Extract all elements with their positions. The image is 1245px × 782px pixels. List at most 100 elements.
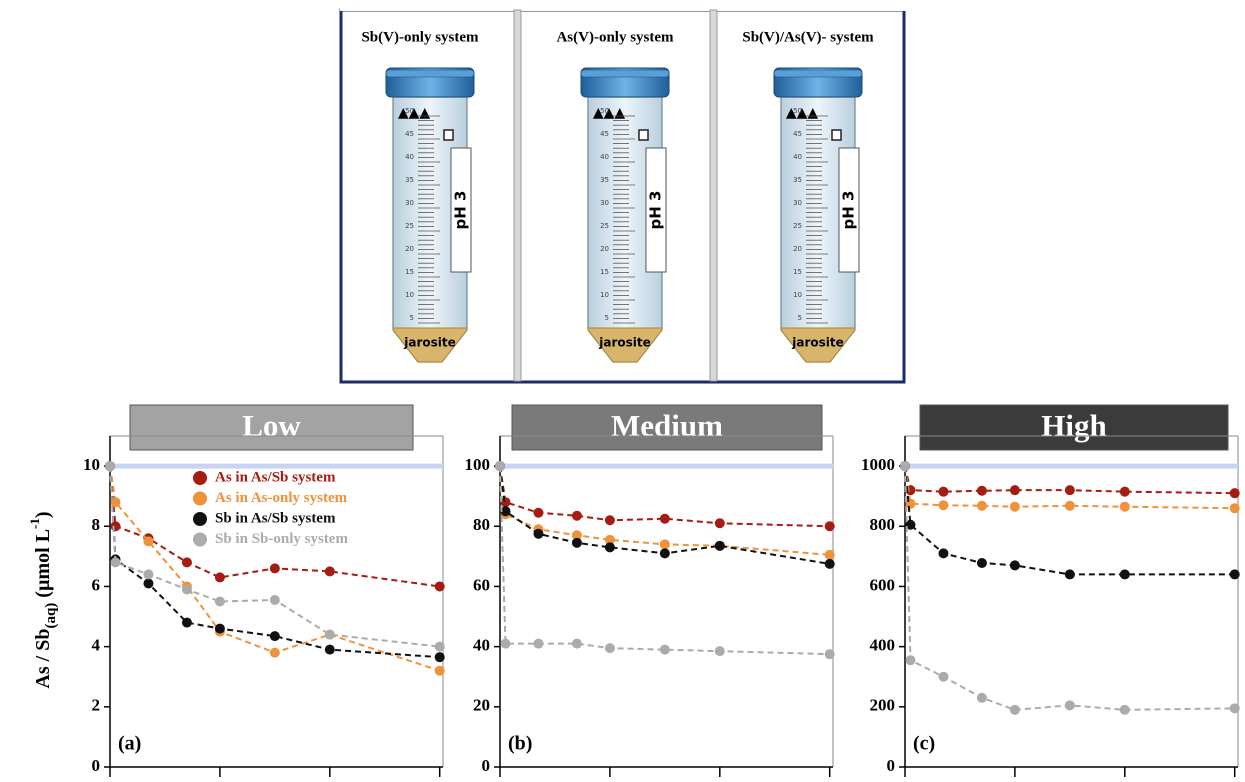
data-point — [1010, 705, 1020, 715]
scale-label: 25 — [600, 222, 609, 230]
scale-label: 40 — [600, 153, 609, 161]
scale-label: 10 — [600, 291, 609, 299]
tube-marker: ▲▲▲ — [398, 105, 431, 121]
tube-marker: ▲▲▲ — [786, 105, 819, 121]
ph-label: pH 3 — [647, 191, 665, 230]
data-point — [1120, 487, 1130, 497]
y-tick-label: 60 — [473, 575, 490, 594]
data-point — [605, 643, 615, 653]
data-point — [977, 693, 987, 703]
data-point — [270, 563, 280, 573]
scale-label: 10 — [793, 291, 802, 299]
data-point — [325, 630, 335, 640]
data-point — [1230, 703, 1240, 713]
data-point — [715, 518, 725, 528]
cap-rim — [386, 70, 474, 77]
tube-square — [639, 130, 648, 140]
scale-label: 50 — [600, 107, 609, 115]
data-point — [110, 521, 120, 531]
data-point — [660, 539, 670, 549]
scale-label: 5 — [410, 314, 414, 322]
data-point — [110, 557, 120, 567]
data-point — [938, 548, 948, 558]
scale-label: 35 — [405, 176, 414, 184]
data-point — [1230, 488, 1240, 498]
scale-label: 15 — [600, 268, 609, 276]
y-tick-label: 0 — [92, 756, 101, 775]
y-tick-label: 400 — [870, 636, 896, 655]
data-point — [270, 648, 280, 658]
system-label: As(V)-only system — [556, 29, 674, 45]
tube-square — [444, 130, 453, 140]
cap-rim — [774, 70, 862, 77]
data-point — [938, 487, 948, 497]
y-tick-label: 10 — [83, 455, 100, 474]
legend-label: Sb in As/Sb system — [215, 510, 336, 526]
tube-marker: ▲▲▲ — [593, 105, 626, 121]
y-label-part: -1 — [27, 518, 42, 529]
data-point — [533, 639, 543, 649]
data-point — [660, 645, 670, 655]
data-point — [533, 508, 543, 518]
y-tick-label: 6 — [92, 575, 101, 594]
data-point — [572, 538, 582, 548]
data-point — [182, 618, 192, 628]
scale-label: 50 — [405, 107, 414, 115]
y-tick-label: 20 — [473, 696, 490, 715]
data-point — [143, 536, 153, 546]
data-point — [1010, 502, 1020, 512]
frame-top-mask — [340, 6, 906, 11]
data-point — [435, 652, 445, 662]
data-point — [715, 646, 725, 656]
data-point — [215, 572, 225, 582]
scale-label: 45 — [405, 130, 414, 138]
y-tick-label: 100 — [465, 455, 491, 474]
data-point — [1065, 485, 1075, 495]
data-point — [715, 541, 725, 551]
scale-label: 25 — [405, 222, 414, 230]
y-tick-label: 800 — [870, 515, 896, 534]
data-point — [1065, 569, 1075, 579]
y-tick-label: 80 — [473, 515, 490, 534]
data-point — [977, 558, 987, 568]
solid-label: jarosite — [403, 336, 456, 350]
data-point — [270, 631, 280, 641]
cap-rim — [581, 70, 669, 77]
panel-label: (b) — [508, 733, 532, 755]
data-point — [1010, 560, 1020, 570]
data-point — [182, 584, 192, 594]
data-point — [905, 655, 915, 665]
data-point — [325, 566, 335, 576]
data-point — [825, 550, 835, 560]
data-point — [270, 595, 280, 605]
divider — [514, 10, 521, 381]
data-point — [825, 559, 835, 569]
data-point — [1230, 503, 1240, 513]
legend-marker — [193, 492, 207, 506]
data-point — [1120, 569, 1130, 579]
data-point — [1120, 502, 1130, 512]
data-point — [1120, 705, 1130, 715]
scale-label: 45 — [793, 130, 802, 138]
y-tick-label: 40 — [473, 636, 490, 655]
data-point — [495, 461, 505, 471]
y-label-part: As / Sb — [32, 629, 54, 689]
y-label-part: (aq) — [43, 603, 59, 629]
data-point — [977, 501, 987, 511]
data-point — [435, 666, 445, 676]
solid-label: jarosite — [598, 336, 651, 350]
scale-label: 15 — [793, 268, 802, 276]
data-point — [143, 578, 153, 588]
data-point — [1230, 569, 1240, 579]
y-tick-label: 0 — [887, 756, 896, 775]
legend-marker — [193, 533, 207, 547]
panel-label: (a) — [118, 733, 141, 755]
y-label-part: ) — [32, 511, 54, 518]
ph-label: pH 3 — [452, 191, 470, 230]
system-label: Sb(V)-only system — [361, 29, 479, 45]
legend-label: Sb in Sb-only system — [215, 531, 348, 547]
scale-label: 20 — [405, 245, 414, 253]
data-point — [938, 672, 948, 682]
scale-label: 5 — [798, 314, 802, 322]
scale-label: 40 — [405, 153, 414, 161]
